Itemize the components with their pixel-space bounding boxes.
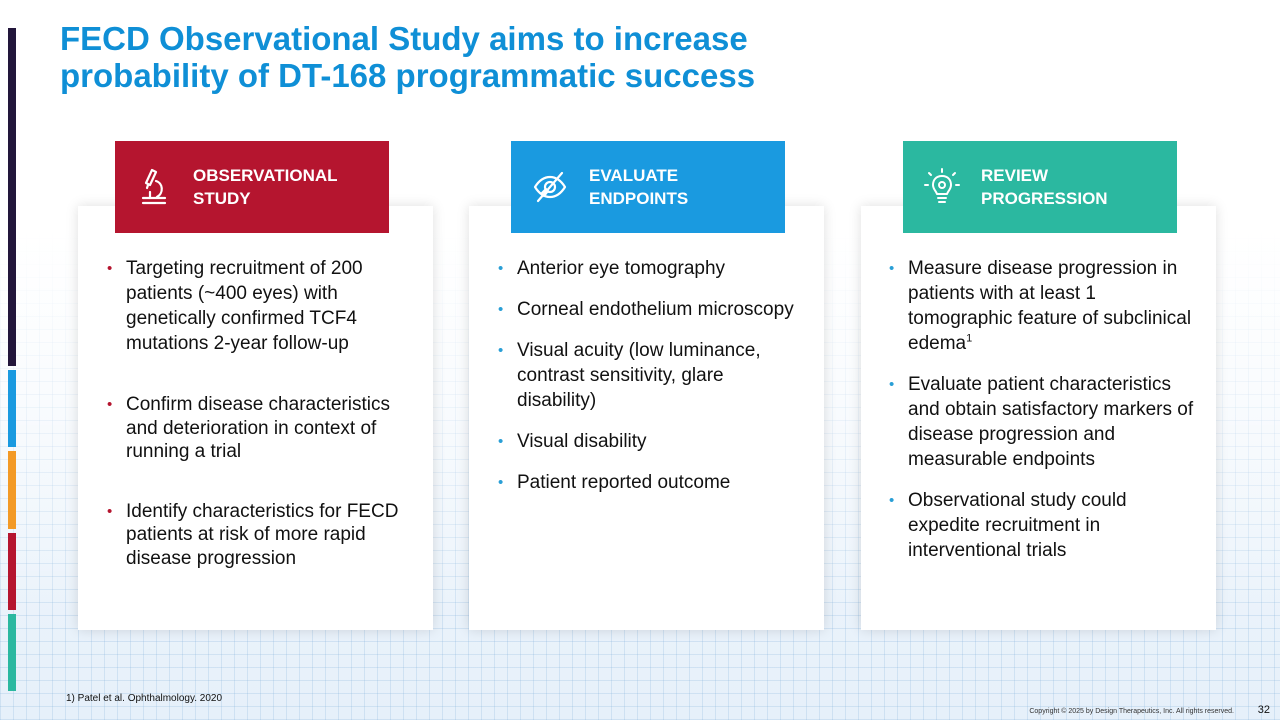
card-heading: REVIEW PROGRESSION [981, 164, 1108, 210]
eye-slash-icon [511, 169, 589, 205]
card-heading-line: PROGRESSION [981, 189, 1108, 208]
bullet-list-review-progression: Measure disease progression in patients … [889, 256, 1194, 579]
card-heading: EVALUATE ENDPOINTS [589, 164, 688, 210]
bullet-list-observational-study: Targeting recruitment of 200 patients (~… [107, 256, 407, 570]
card-header-observational-study: OBSERVATIONAL STUDY [115, 141, 389, 233]
lightbulb-gear-icon [903, 167, 981, 207]
copyright: Copyright © 2025 by Design Therapeutics,… [1029, 708, 1234, 715]
sidebar-segment-2 [8, 370, 16, 447]
list-item: Targeting recruitment of 200 patients (~… [107, 256, 407, 356]
list-item: Corneal endothelium microscopy [498, 297, 798, 322]
microscope-icon [115, 167, 193, 207]
sidebar-segment-3 [8, 451, 16, 529]
list-item: Measure disease progression in patients … [889, 256, 1194, 356]
slide-title: FECD Observational Study aims to increas… [60, 20, 960, 94]
list-item: Observational study could expedite recru… [889, 488, 1194, 563]
list-item: Visual acuity (low luminance, contrast s… [498, 338, 798, 413]
sidebar-segment-5 [8, 614, 16, 691]
card-heading-line: EVALUATE [589, 166, 679, 185]
list-item-text: Measure disease progression in patients … [908, 258, 1192, 354]
card-header-evaluate-endpoints: EVALUATE ENDPOINTS [511, 141, 785, 233]
list-item: Patient reported outcome [498, 470, 798, 495]
page-number: 32 [1257, 704, 1270, 716]
list-item: Confirm disease characteristics and dete… [107, 393, 407, 464]
list-item: Evaluate patient characteristics and obt… [889, 372, 1194, 472]
sidebar-segment-1 [8, 28, 16, 366]
card-heading: OBSERVATIONAL STUDY [193, 164, 338, 210]
list-item: Anterior eye tomography [498, 256, 798, 281]
card-heading-line: STUDY [193, 189, 251, 208]
card-heading-line: ENDPOINTS [589, 189, 689, 208]
bullet-list-evaluate-endpoints: Anterior eye tomography Corneal endothel… [498, 256, 798, 511]
slide-title-line-2: probability of DT-168 programmatic succe… [60, 57, 756, 94]
card-header-review-progression: REVIEW PROGRESSION [903, 141, 1177, 233]
card-heading-line: OBSERVATIONAL [193, 166, 338, 185]
slide-title-line-1: FECD Observational Study aims to increas… [60, 20, 748, 57]
sidebar-segment-4 [8, 533, 16, 610]
footnote-marker: 1 [966, 332, 973, 345]
list-item: Visual disability [498, 429, 798, 454]
list-item: Identify characteristics for FECD patien… [107, 500, 407, 571]
card-heading-line: REVIEW [981, 166, 1049, 185]
footnote: 1) Patel et al. Ophthalmology. 2020 [66, 693, 223, 704]
